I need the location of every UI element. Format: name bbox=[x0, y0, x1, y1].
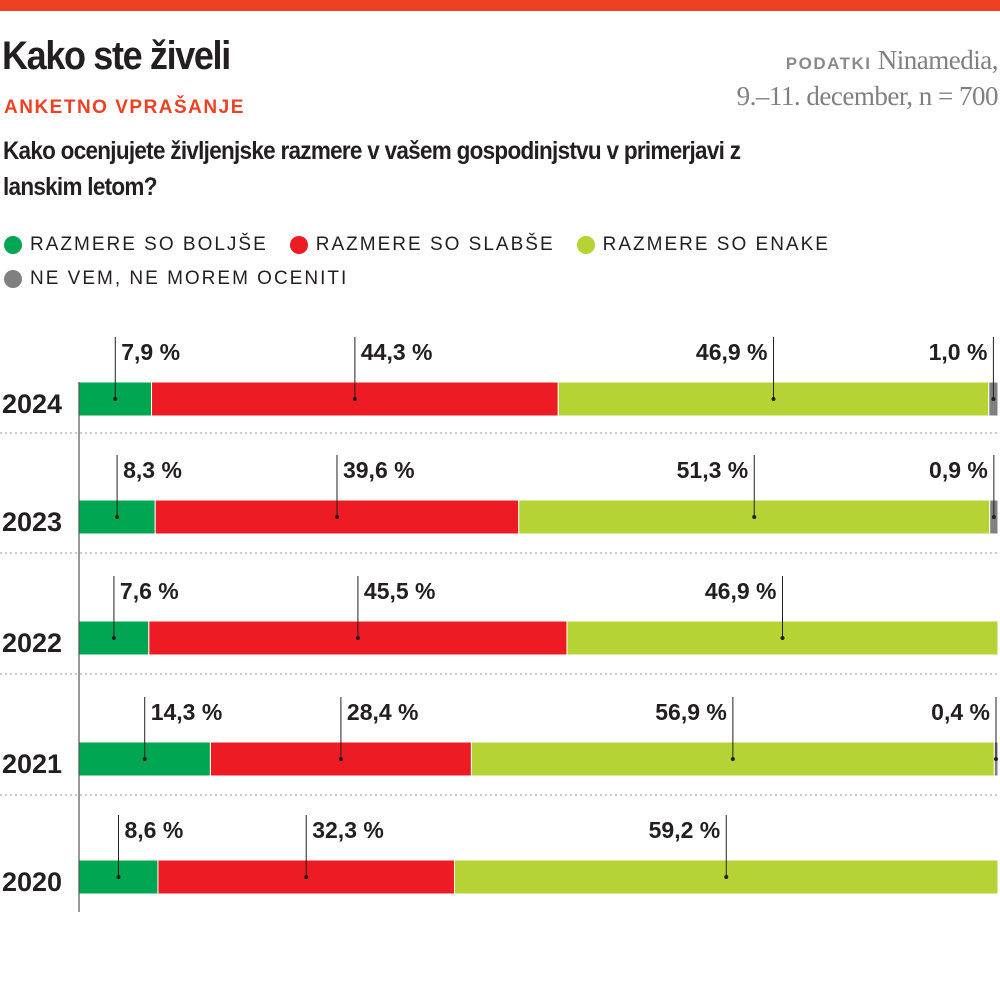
legend-label: NE VEM, NE MOREM OCENITI bbox=[30, 268, 349, 289]
data-label: 0,9 % bbox=[929, 457, 988, 483]
legend-label: RAZMERE SO ENAKE bbox=[602, 234, 830, 255]
leader-dot bbox=[142, 757, 147, 761]
leader-dot bbox=[304, 875, 309, 879]
year-label: 2020 bbox=[2, 867, 62, 897]
leader-dot bbox=[116, 875, 121, 879]
legend-swatch bbox=[576, 236, 595, 254]
leader-dot bbox=[771, 397, 776, 401]
leader-dot bbox=[752, 515, 757, 519]
chart-title: Kako ste živeli bbox=[2, 34, 231, 78]
data-label: 39,6 % bbox=[343, 457, 415, 483]
data-label: 51,3 % bbox=[677, 457, 749, 483]
data-label: 45,5 % bbox=[364, 578, 436, 604]
data-label: 7,6 % bbox=[120, 578, 179, 604]
data-label: 46,9 % bbox=[696, 339, 768, 365]
legend-swatch bbox=[4, 270, 22, 288]
leader-dot bbox=[724, 875, 729, 879]
legend-item: NE VEM, NE MOREM OCENITI bbox=[4, 262, 348, 296]
legend-swatch bbox=[4, 236, 22, 254]
leader-dot bbox=[334, 515, 339, 519]
leader-dot bbox=[991, 515, 996, 519]
source-details: 9.–11. december, n = 700 bbox=[736, 81, 999, 111]
data-label: 0,4 % bbox=[931, 699, 990, 725]
legend: RAZMERE SO BOLJŠE RAZMERE SO SLABŠE RAZMER… bbox=[4, 228, 994, 296]
leader-dot bbox=[338, 757, 343, 761]
kicker: ANKETNO VPRAŠANJE bbox=[4, 97, 245, 118]
data-label: 44,3 % bbox=[361, 339, 433, 365]
leader-dot bbox=[115, 515, 120, 519]
leader-dot bbox=[355, 636, 360, 640]
year-label: 2021 bbox=[2, 749, 62, 779]
data-label: 14,3 % bbox=[151, 699, 223, 725]
data-label: 32,3 % bbox=[312, 817, 384, 843]
source-label: PODATKI bbox=[785, 54, 872, 73]
legend-item: RAZMERE SO ENAKE bbox=[576, 228, 830, 262]
legend-item: RAZMERE SO SLABŠE bbox=[289, 228, 555, 262]
legend-label: RAZMERE SO BOLJŠE bbox=[30, 234, 268, 255]
data-label: 56,9 % bbox=[655, 699, 727, 725]
survey-question: Kako ocenjujete življenjske razmere v va… bbox=[3, 137, 741, 201]
data-label: 46,9 % bbox=[705, 578, 777, 604]
data-label: 28,4 % bbox=[347, 699, 419, 725]
leader-dot bbox=[730, 757, 735, 761]
leader-dot bbox=[991, 397, 996, 401]
data-label: 7,9 % bbox=[121, 339, 180, 365]
leader-dot bbox=[111, 636, 116, 640]
year-label: 2023 bbox=[2, 507, 62, 537]
leader-dot bbox=[113, 397, 118, 401]
leader-dot bbox=[994, 757, 998, 761]
top-accent-bar bbox=[0, 0, 1000, 11]
year-label: 2022 bbox=[2, 628, 62, 658]
data-label: 8,3 % bbox=[123, 457, 182, 483]
legend-label: RAZMERE SO SLABŠE bbox=[315, 234, 555, 255]
year-label: 2024 bbox=[2, 389, 62, 419]
leader-dot bbox=[352, 397, 357, 401]
source-note: PODATKI Ninamedia, 9.–11. december, n = … bbox=[736, 44, 999, 113]
data-label: 59,2 % bbox=[649, 817, 721, 843]
legend-item: RAZMERE SO BOLJŠE bbox=[4, 228, 268, 262]
leader-dot bbox=[780, 636, 785, 640]
source-name: Ninamedia, bbox=[877, 45, 999, 75]
stacked-bar-chart: 2024 7,9 % 44,3 % 46,9 % 1,0 % 2023 8,3 % 39,6 … bbox=[0, 337, 1000, 912]
data-label: 8,6 % bbox=[124, 817, 183, 843]
data-label: 1,0 % bbox=[929, 339, 988, 365]
legend-swatch bbox=[289, 236, 308, 254]
